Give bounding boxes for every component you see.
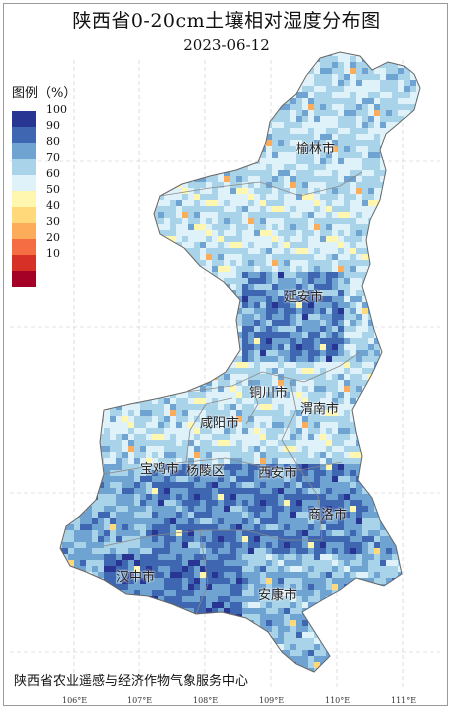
- legend-swatch: [12, 223, 36, 239]
- x-tick-label: 108°E: [193, 696, 219, 705]
- legend: 图例（%） 100 90 80 70 60 50 40 30 20 10: [12, 82, 76, 287]
- legend-swatch: [12, 207, 36, 223]
- city-label-hanzhong: 汉中市: [116, 570, 156, 585]
- city-label-yanan: 延安市: [284, 290, 324, 305]
- city-label-yangling: 杨陵区: [186, 464, 226, 479]
- legend-label: 80: [46, 135, 60, 148]
- legend-swatch: [12, 255, 36, 271]
- city-label-baoji: 宝鸡市: [140, 462, 180, 477]
- city-label-yulin: 榆林市: [296, 142, 336, 157]
- city-label-ankang: 安康市: [258, 588, 298, 603]
- city-label-xian: 西安市: [258, 466, 298, 481]
- legend-label: 100: [46, 103, 67, 116]
- legend-label: 10: [46, 247, 60, 260]
- city-label-shangluo: 商洛市: [308, 508, 348, 523]
- city-label-weinan: 渭南市: [300, 402, 340, 417]
- map-title: 陕西省0-20cm土壤相对湿度分布图: [72, 10, 381, 32]
- x-tick-label: 107°E: [127, 696, 153, 705]
- legend-label: 30: [46, 215, 60, 228]
- map-frame: [3, 3, 448, 706]
- city-boundaries: [103, 171, 363, 615]
- credit-text: 陕西省农业遥感与经济作物气象服务中心: [14, 674, 249, 689]
- legend-label: 60: [46, 167, 60, 180]
- legend-item: 40: [12, 199, 76, 223]
- legend-scale: 100 90 80 70 60 50 40 30 20 10: [12, 103, 76, 287]
- legend-label: 50: [46, 183, 60, 196]
- legend-item: 70: [12, 151, 76, 175]
- legend-label: 40: [46, 199, 60, 212]
- legend-swatch: [12, 159, 36, 175]
- legend-label: 20: [46, 231, 60, 244]
- legend-swatch: [12, 239, 36, 255]
- legend-swatch: [12, 271, 36, 287]
- legend-item: 80: [12, 135, 76, 159]
- x-tick-label: 109°E: [259, 696, 285, 705]
- map-date: 2023-06-12: [183, 36, 270, 54]
- legend-item: 60: [12, 167, 76, 191]
- legend-item: 100: [12, 103, 76, 127]
- province-outline: [59, 51, 421, 673]
- legend-label: 90: [46, 119, 60, 132]
- legend-item: 30: [12, 215, 76, 239]
- city-label-xianyang: 咸阳市: [200, 416, 240, 431]
- legend-item: 50: [12, 183, 76, 207]
- x-tick-label: 111°E: [391, 696, 417, 705]
- legend-swatch: [12, 143, 36, 159]
- legend-swatch: [12, 175, 36, 191]
- legend-title: 图例（%）: [12, 86, 77, 101]
- x-tick-label: 106°E: [62, 696, 88, 705]
- legend-swatch: [12, 191, 36, 207]
- legend-swatch: [12, 127, 36, 143]
- legend-item: 90: [12, 119, 76, 143]
- legend-item: [12, 271, 76, 287]
- x-tick-label: 110°E: [325, 696, 351, 705]
- legend-swatch: [12, 111, 36, 127]
- legend-item: 10: [12, 247, 76, 271]
- legend-label: 70: [46, 151, 60, 164]
- legend-item: 20: [12, 231, 76, 255]
- city-label-tongchuan: 铜川市: [249, 386, 289, 401]
